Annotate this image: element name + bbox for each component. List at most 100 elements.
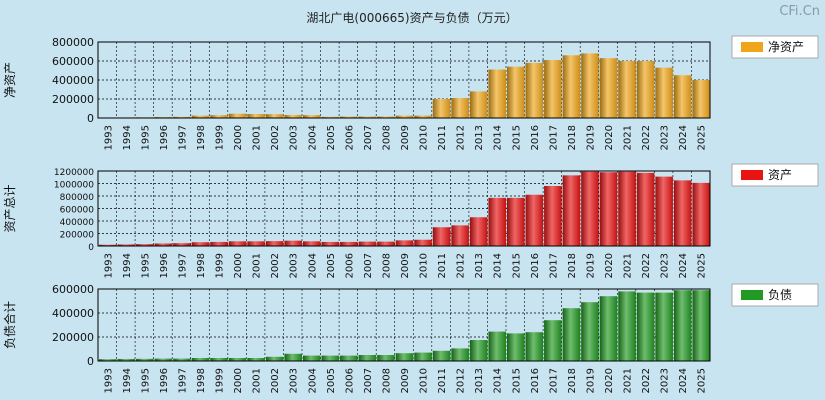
bar-2008 bbox=[377, 116, 395, 118]
legend-box bbox=[731, 283, 819, 307]
bar-2008 bbox=[377, 355, 395, 361]
x-tick-label: 2007 bbox=[363, 125, 374, 150]
x-tick-label: 2000 bbox=[233, 253, 244, 278]
x-tick-label: 2004 bbox=[307, 253, 318, 278]
bar-2002 bbox=[265, 356, 284, 361]
bar-2007 bbox=[358, 355, 377, 361]
legend-swatch bbox=[741, 42, 763, 52]
bar-2025 bbox=[692, 290, 710, 361]
legend: 净资产 bbox=[731, 35, 819, 59]
bar-2009 bbox=[395, 240, 414, 246]
panel-3: 0 200000 400000 600000 1993 1994 1995 1996 1997 1… bbox=[2, 283, 819, 393]
x-tick-label: 2005 bbox=[326, 125, 337, 150]
x-tick-label: 2012 bbox=[456, 125, 467, 150]
bar-2005 bbox=[321, 241, 340, 246]
x-tick-label: 2021 bbox=[623, 368, 634, 393]
bar-2025 bbox=[692, 80, 710, 118]
legend: 资产 bbox=[731, 163, 819, 187]
bar-2020 bbox=[599, 296, 618, 361]
x-tick-label: 2011 bbox=[437, 253, 448, 278]
x-tick-label: 1993 bbox=[103, 368, 114, 393]
bar-2017 bbox=[544, 60, 562, 118]
x-tick-label: 2008 bbox=[381, 368, 392, 393]
x-tick-label: 1997 bbox=[177, 253, 188, 278]
y-tick-label: 0 bbox=[88, 243, 94, 253]
bar-1997 bbox=[173, 116, 191, 118]
bar-1997 bbox=[173, 243, 191, 246]
x-tick-label: 2025 bbox=[697, 125, 708, 150]
x-tick-label: 2011 bbox=[437, 368, 448, 393]
x-tick-label: 2016 bbox=[530, 368, 541, 393]
bar-2019 bbox=[581, 53, 599, 118]
x-tick-label: 2005 bbox=[326, 368, 337, 393]
plot-area bbox=[98, 289, 710, 361]
x-tick-label: 2001 bbox=[252, 125, 263, 150]
bar-1997 bbox=[173, 358, 191, 361]
bar-2021 bbox=[618, 291, 636, 361]
x-tick-label: 2018 bbox=[567, 125, 578, 150]
bar-1993 bbox=[99, 244, 117, 246]
bar-2022 bbox=[636, 292, 655, 361]
x-tick-label: 2024 bbox=[678, 368, 689, 393]
y-tick-label: 1200000 bbox=[54, 168, 94, 178]
legend-box bbox=[731, 35, 819, 59]
bar-2011 bbox=[432, 350, 451, 361]
bar-2007 bbox=[358, 241, 377, 246]
x-tick-label: 2006 bbox=[344, 253, 355, 278]
x-tick-label: 1997 bbox=[177, 125, 188, 150]
bar-2009 bbox=[395, 353, 414, 361]
y-axis-label: 资产总计 bbox=[3, 184, 17, 232]
y-tick-label: 600000 bbox=[60, 206, 95, 216]
x-tick-label: 2025 bbox=[697, 253, 708, 278]
bar-1998 bbox=[191, 242, 210, 246]
x-tick-label: 2002 bbox=[270, 368, 281, 393]
bar-2002 bbox=[265, 241, 284, 246]
bar-2008 bbox=[377, 241, 395, 246]
bar-1999 bbox=[210, 241, 228, 246]
bar-2012 bbox=[451, 225, 469, 246]
x-tick-label: 2013 bbox=[474, 368, 485, 393]
legend-swatch bbox=[741, 290, 763, 300]
panel-2: 0 200000 400000 600000 800000 1000000 1200000 1… bbox=[3, 163, 819, 278]
x-tick-label: 1995 bbox=[140, 368, 151, 393]
x-tick-label: 2018 bbox=[567, 368, 578, 393]
bar-2015 bbox=[507, 197, 525, 246]
bar-2009 bbox=[395, 115, 414, 118]
bar-2023 bbox=[655, 67, 673, 118]
bar-1999 bbox=[210, 358, 228, 361]
y-tick-label: 800000 bbox=[52, 36, 94, 49]
panel-1: 0 200000 400000 600000 800000 1993 1994 1995 199… bbox=[3, 35, 819, 150]
legend-label: 负债 bbox=[768, 288, 792, 302]
plot-frame bbox=[97, 288, 711, 362]
bar-2014 bbox=[488, 197, 506, 246]
bar-2000 bbox=[228, 113, 247, 118]
x-tick-label: 2009 bbox=[400, 125, 411, 150]
x-tick-label: 2014 bbox=[493, 253, 504, 278]
y-tick-label: 800000 bbox=[60, 193, 95, 203]
bar-2006 bbox=[340, 116, 358, 118]
x-tick-label: 1999 bbox=[215, 253, 226, 278]
x-tick-label: 1994 bbox=[122, 368, 133, 393]
x-tick-label: 2020 bbox=[604, 253, 615, 278]
bar-2019 bbox=[581, 302, 599, 361]
chart-title: 湖北广电(000665)资产与负债（万元） bbox=[306, 10, 517, 25]
bar-2020 bbox=[599, 58, 618, 118]
x-tick-label: 1995 bbox=[140, 125, 151, 150]
x-tick-label: 2011 bbox=[437, 125, 448, 150]
bar-2001 bbox=[247, 358, 265, 361]
bar-2002 bbox=[265, 114, 284, 118]
bar-2012 bbox=[451, 98, 469, 118]
x-tick-label: 1999 bbox=[215, 125, 226, 150]
x-tick-label: 2023 bbox=[660, 368, 671, 393]
x-tick-label: 1996 bbox=[159, 368, 170, 393]
x-tick-label: 2019 bbox=[585, 253, 596, 278]
legend: 负债 bbox=[731, 283, 819, 307]
x-tick-label: 1997 bbox=[177, 368, 188, 393]
legend-box bbox=[731, 163, 819, 187]
bar-2016 bbox=[525, 332, 544, 361]
x-tick-label: 2017 bbox=[548, 125, 559, 150]
x-tick-label: 2004 bbox=[307, 368, 318, 393]
bar-2003 bbox=[284, 240, 302, 246]
y-tick-label: 400000 bbox=[52, 307, 94, 320]
